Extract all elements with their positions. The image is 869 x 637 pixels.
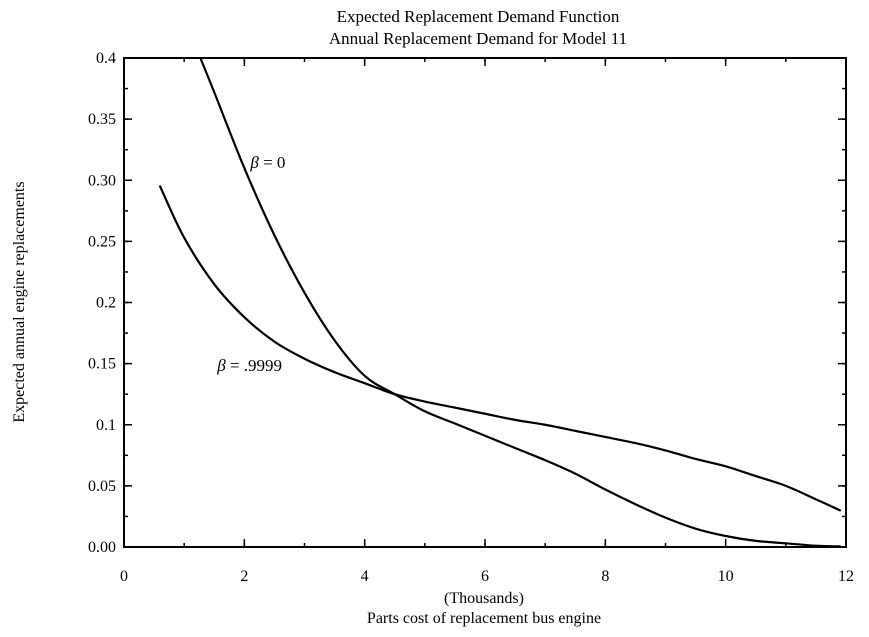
axis-ticks	[123, 57, 847, 548]
y-axis-label: Expected annual engine replacements	[11, 181, 28, 422]
y-tick-label: 0.2	[96, 295, 116, 312]
y-tick-label: 0.4	[96, 50, 116, 67]
y-tick-label: 0.25	[88, 233, 116, 250]
annotation-beta-0: β = 0	[249, 153, 285, 172]
x-tick-label: 4	[361, 568, 369, 585]
x-tick-label: 12	[838, 568, 854, 585]
y-tick-label: 0.30	[88, 172, 116, 189]
y-tick-label: 0.00	[88, 539, 116, 556]
x-tick-label: 0	[120, 568, 128, 585]
y-tick-labels: 0.00 0.05 0.1 0.15 0.2 0.25 0.30 0.35 0.4	[88, 50, 116, 556]
x-axis-label: Parts cost of replacement bus engine	[367, 610, 601, 627]
x-tick-labels: 0 2 4 6 8 10 12	[120, 568, 854, 585]
x-tick-label: 10	[718, 568, 734, 585]
x-tick-label: 2	[240, 568, 248, 585]
y-tick-label: 0.05	[88, 478, 116, 495]
chart-title: Expected Replacement Demand Function	[337, 7, 620, 26]
x-tick-label: 6	[481, 568, 489, 585]
x-axis-units-label: (Thousands)	[444, 590, 524, 607]
x-tick-label: 8	[601, 568, 609, 585]
chart-subtitle: Annual Replacement Demand for Model 11	[329, 29, 627, 48]
curve-annotations: β = 0 β = .9999	[216, 153, 285, 375]
y-tick-label: 0.1	[96, 417, 116, 434]
y-tick-label: 0.15	[88, 356, 116, 373]
y-tick-label: 0.35	[88, 111, 116, 128]
series-line-beta-0	[199, 56, 842, 548]
annotation-beta-9999: β = .9999	[216, 356, 282, 375]
series-line-beta-9999	[159, 185, 842, 512]
plot-frame	[123, 57, 847, 548]
series-lines	[159, 56, 842, 548]
